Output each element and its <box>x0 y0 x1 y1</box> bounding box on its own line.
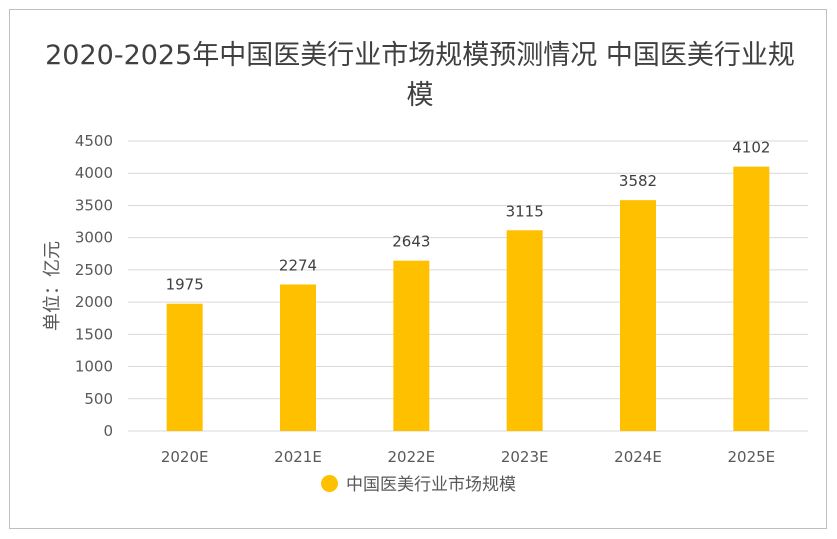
data-label: 2643 <box>392 233 430 251</box>
y-tick-label: 4500 <box>75 132 113 150</box>
data-label: 3582 <box>619 172 657 190</box>
x-axis-ticks: 2020E 2021E 2022E 2023E 2024E 2025E <box>161 448 775 466</box>
x-tick-label: 2023E <box>501 448 549 466</box>
gridlines <box>128 140 808 432</box>
bar-2022E <box>393 260 430 431</box>
x-tick-label: 2025E <box>728 448 776 466</box>
data-label: 3115 <box>506 202 544 220</box>
y-tick-label: 0 <box>103 422 113 440</box>
y-tick-label: 3000 <box>75 229 113 247</box>
y-tick-label: 3500 <box>75 196 113 214</box>
y-tick-label: 4000 <box>75 164 113 182</box>
y-tick-label: 1000 <box>75 358 113 376</box>
legend-label: 中国医美行业市场规模 <box>346 475 516 495</box>
x-tick-label: 2022E <box>388 448 436 466</box>
bars <box>166 166 770 431</box>
legend: 中国医美行业市场规模 <box>0 470 837 495</box>
x-tick-label: 2021E <box>274 448 322 466</box>
y-tick-label: 2500 <box>75 261 113 279</box>
chart-frame <box>9 9 827 529</box>
legend-swatch <box>321 475 338 492</box>
y-axis-ticks: 0 500 1000 1500 2000 2500 3000 3500 4000 4500 <box>75 132 113 440</box>
chart-title: 2020-2025年中国医美行业市场规模预测情况 中国医美行业规模 <box>45 40 795 111</box>
y-axis-label: 单位：亿元 <box>42 241 63 331</box>
bar-2021E <box>280 284 316 431</box>
x-tick-label: 2024E <box>614 448 662 466</box>
bar-2025E <box>733 166 770 431</box>
data-label: 1975 <box>166 276 204 294</box>
x-tick-label: 2020E <box>161 448 209 466</box>
y-tick-label: 500 <box>84 390 113 408</box>
bar-2020E <box>166 303 203 431</box>
y-tick-label: 1500 <box>75 325 113 343</box>
data-label: 4102 <box>732 139 770 157</box>
data-label: 2274 <box>279 256 317 274</box>
bar-2023E <box>506 230 543 431</box>
y-tick-label: 2000 <box>75 293 113 311</box>
data-labels: 1975 2274 2643 3115 3582 4102 <box>166 139 771 294</box>
bar-2024E <box>620 200 656 431</box>
